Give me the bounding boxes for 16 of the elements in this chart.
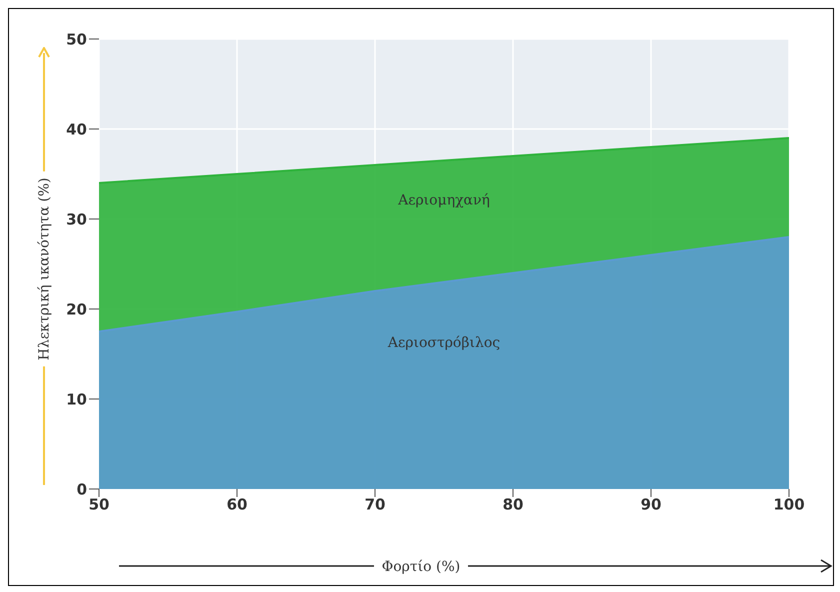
y-tick-label: 10 [66,390,87,408]
y-tick-label: 20 [66,300,87,318]
series-label: Αεριομηχανή [397,192,490,208]
x-tick-label: 100 [773,496,805,514]
x-tick-label: 70 [364,496,386,514]
x-tick-label: 80 [502,496,524,514]
x-tick-label: 50 [88,496,110,514]
y-tick-label: 40 [66,120,87,138]
series-label: Αεριοστρόβιλος [386,335,500,352]
y-tick-label: 30 [66,210,87,228]
y-tick-label: 0 [76,480,87,498]
x-tick-label: 90 [640,496,662,514]
x-axis-title: Φορτίο (%) [374,559,468,575]
x-tick-label: 60 [226,496,248,514]
y-tick-label: 50 [66,30,87,48]
y-axis-title: Ηλεκτρική ικανότητα (%) [36,172,52,366]
